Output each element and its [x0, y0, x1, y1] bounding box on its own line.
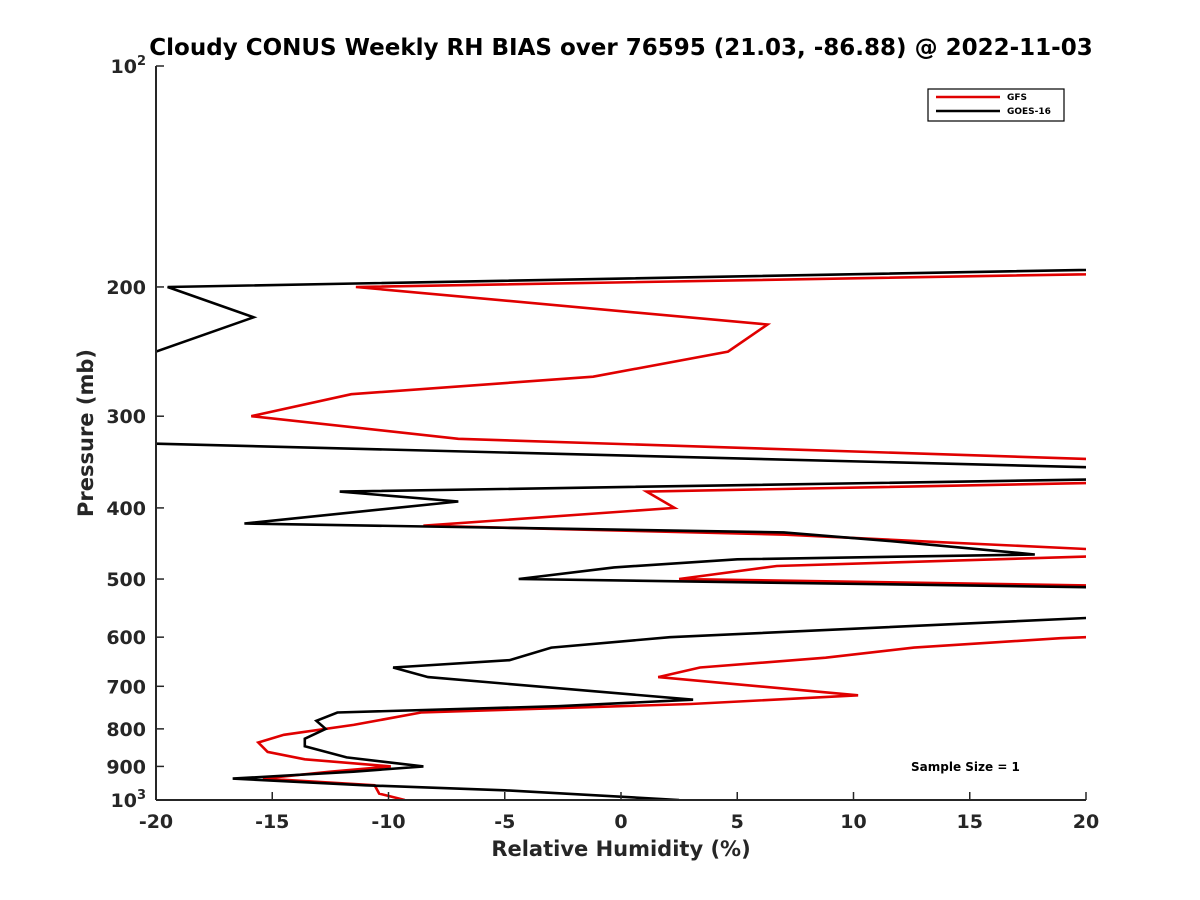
y-tick-label: 700 — [106, 676, 146, 698]
y-tick-label: 102 — [111, 54, 147, 78]
y-tick-label: 800 — [106, 719, 146, 741]
y-tick-base: 10 — [111, 56, 137, 78]
x-axis-label: Relative Humidity (%) — [491, 837, 750, 861]
x-tick-label: 15 — [957, 811, 983, 833]
chart-title: Cloudy CONUS Weekly RH BIAS over 76595 (… — [149, 35, 1092, 61]
y-tick-base: 10 — [111, 790, 137, 812]
y-tick-label: 600 — [106, 627, 146, 649]
x-tick-label: 0 — [614, 811, 627, 833]
sample-size-annotation: Sample Size = 1 — [911, 760, 1020, 774]
x-tick-label: -10 — [371, 811, 405, 833]
x-tick-label: -5 — [494, 811, 515, 833]
x-tick-label: -15 — [255, 811, 289, 833]
x-tick-label: 10 — [840, 811, 866, 833]
y-tick-label: 400 — [106, 498, 146, 520]
y-tick-label: 103 — [111, 788, 147, 812]
x-axis-ticks: -20 -15 -10 -5 0 5 10 15 20 — [139, 792, 1099, 833]
legend-label-gfs: GFS — [1007, 93, 1027, 103]
y-tick-label: 200 — [106, 277, 146, 299]
y-tick-exponent: 2 — [137, 54, 146, 69]
series-line-gfs — [251, 272, 1086, 800]
y-tick-exponent: 3 — [137, 788, 146, 803]
x-tick-label: -20 — [139, 811, 173, 833]
legend-label-goes16: GOES-16 — [1007, 107, 1051, 117]
y-tick-label: 500 — [106, 569, 146, 591]
y-tick-label: 900 — [106, 756, 146, 778]
series-line-goes16 — [156, 268, 1086, 800]
y-axis-label: Pressure (mb) — [74, 349, 98, 517]
series-layer — [156, 268, 1086, 800]
x-tick-label: 5 — [731, 811, 744, 833]
x-tick-label: 20 — [1073, 811, 1099, 833]
legend: GFS GOES-16 — [927, 88, 1065, 122]
y-tick-label: 300 — [106, 406, 146, 428]
legend-box — [927, 88, 1065, 122]
